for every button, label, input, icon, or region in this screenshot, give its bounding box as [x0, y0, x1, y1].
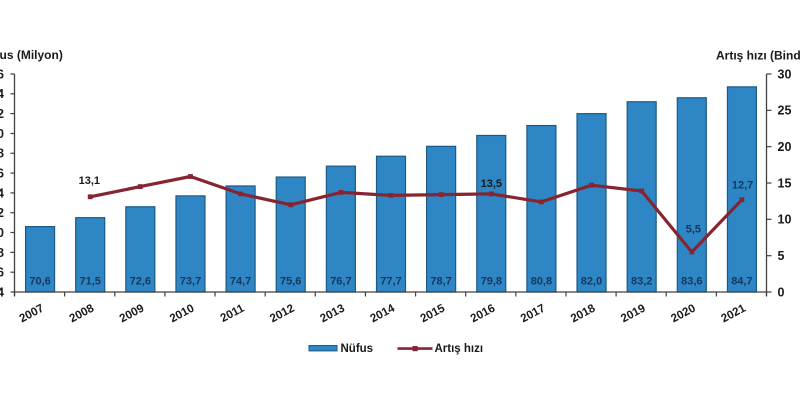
svg-text:2021: 2021: [719, 301, 748, 325]
svg-text:12,7: 12,7: [732, 180, 753, 192]
svg-text:13,5: 13,5: [481, 178, 502, 190]
svg-text:84: 84: [0, 87, 4, 101]
svg-text:10: 10: [778, 213, 792, 227]
svg-text:2016: 2016: [468, 301, 497, 325]
svg-text:77,7: 77,7: [380, 276, 401, 288]
svg-text:80,8: 80,8: [531, 276, 552, 288]
svg-text:2011: 2011: [218, 301, 247, 325]
svg-text:75,6: 75,6: [280, 276, 301, 288]
svg-text:25: 25: [778, 104, 792, 118]
svg-text:71,5: 71,5: [79, 276, 100, 288]
svg-text:82: 82: [0, 107, 4, 121]
svg-text:70: 70: [0, 226, 4, 240]
svg-text:84,7: 84,7: [731, 276, 752, 288]
svg-text:2009: 2009: [117, 301, 146, 325]
svg-text:5,5: 5,5: [686, 224, 701, 236]
svg-text:73,7: 73,7: [180, 276, 201, 288]
svg-text:5: 5: [778, 249, 785, 263]
svg-text:13,1: 13,1: [79, 175, 100, 187]
svg-text:2013: 2013: [318, 301, 347, 325]
svg-text:30: 30: [778, 67, 792, 81]
svg-text:82,0: 82,0: [581, 276, 602, 288]
svg-text:78: 78: [0, 147, 4, 161]
svg-text:74: 74: [0, 186, 4, 200]
svg-text:2007: 2007: [17, 302, 46, 326]
svg-text:76,7: 76,7: [330, 276, 351, 288]
svg-text:74,7: 74,7: [230, 276, 251, 288]
svg-text:2019: 2019: [619, 301, 648, 325]
svg-text:2018: 2018: [569, 301, 598, 325]
svg-text:2008: 2008: [67, 301, 96, 325]
svg-text:83,6: 83,6: [681, 276, 702, 288]
svg-text:70,6: 70,6: [29, 276, 50, 288]
svg-text:83,2: 83,2: [631, 276, 652, 288]
svg-text:72: 72: [0, 206, 4, 220]
svg-text:Artış hızı (Binde): Artış hızı (Binde): [716, 49, 800, 63]
svg-text:2014: 2014: [368, 301, 397, 325]
svg-text:Artış hızı: Artış hızı: [435, 343, 484, 355]
svg-text:66: 66: [0, 266, 4, 280]
svg-text:Nüfus: Nüfus: [341, 343, 374, 355]
svg-text:68: 68: [0, 246, 4, 260]
svg-text:2015: 2015: [418, 301, 447, 325]
svg-text:64: 64: [0, 285, 4, 299]
svg-text:80: 80: [0, 127, 4, 141]
svg-text:78,7: 78,7: [430, 276, 451, 288]
svg-text:72,6: 72,6: [130, 276, 151, 288]
svg-text:2017: 2017: [518, 302, 547, 326]
svg-text:0: 0: [778, 285, 785, 299]
svg-text:2012: 2012: [268, 302, 297, 326]
svg-text:76: 76: [0, 167, 4, 181]
svg-text:Nüfus (Milyon): Nüfus (Milyon): [0, 48, 63, 62]
svg-text:15: 15: [778, 176, 792, 190]
svg-text:2020: 2020: [669, 302, 698, 326]
svg-text:79,8: 79,8: [481, 276, 502, 288]
svg-text:86: 86: [0, 67, 4, 81]
svg-text:20: 20: [778, 140, 792, 154]
svg-text:2010: 2010: [168, 302, 197, 326]
